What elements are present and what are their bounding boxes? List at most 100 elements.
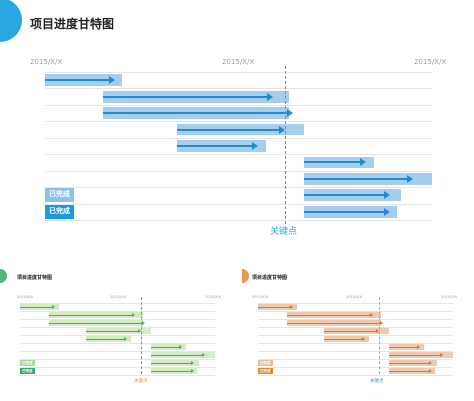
progress-arrow	[176, 142, 258, 150]
arrow-head-icon	[379, 321, 383, 325]
grid-line	[45, 121, 432, 123]
arrow-head-icon	[132, 313, 136, 317]
arrow-head-icon	[383, 191, 390, 200]
key-point-label: 关键点	[370, 379, 384, 384]
accent-circle	[0, 0, 22, 42]
slide-title: 项目进度甘特图	[252, 275, 288, 281]
grid-line	[20, 327, 215, 328]
slide-title: 项目进度甘特图	[17, 275, 53, 281]
progress-arrow	[103, 92, 274, 101]
legend-completed: 已完成	[258, 367, 273, 375]
grid-line	[258, 303, 453, 304]
arrow-head-icon	[190, 361, 194, 365]
date-label-middle: 2015/X/X	[346, 295, 363, 299]
grid-line	[45, 137, 432, 139]
date-label-right: 2015/X/X	[441, 295, 458, 299]
gantt-chart: 已完成 已完成	[258, 297, 453, 376]
progress-arrow	[324, 329, 379, 333]
grid-line	[45, 187, 432, 189]
accent-circle	[242, 269, 249, 283]
grid-line	[258, 351, 453, 352]
progress-arrow	[388, 369, 432, 373]
progress-arrow	[150, 361, 194, 365]
key-point-label: 关键点	[270, 227, 298, 237]
progress-arrow	[304, 158, 367, 167]
grid-line	[45, 104, 432, 106]
grid-line	[258, 327, 453, 328]
key-point-line	[284, 66, 286, 224]
grid-line	[20, 359, 215, 360]
legend-completed: 已完成	[45, 204, 74, 219]
arrow-head-icon	[52, 305, 56, 309]
progress-arrow	[176, 125, 286, 134]
grid-line	[45, 203, 432, 205]
arrow-head-icon	[383, 207, 390, 216]
progress-arrow	[150, 369, 194, 373]
progress-arrow	[287, 313, 374, 317]
progress-arrow	[304, 191, 390, 200]
progress-arrow	[103, 109, 293, 118]
grid-line	[45, 154, 432, 156]
legend-completed: 已完成	[258, 359, 273, 367]
arrow-head-icon	[124, 337, 128, 341]
arrow-head-icon	[416, 345, 420, 349]
arrow-head-icon	[370, 313, 374, 317]
grid-line	[20, 343, 215, 344]
key-point-line	[378, 297, 380, 374]
gantt-chart: 已完成 已完成	[20, 297, 215, 376]
legend-completed: 已完成	[20, 367, 35, 375]
grid-line	[258, 375, 453, 376]
arrow-head-icon	[141, 321, 145, 325]
arrow-head-icon	[251, 142, 258, 150]
progress-arrow	[388, 353, 444, 357]
progress-arrow	[388, 361, 432, 365]
date-label-left: 2015/X/X	[252, 295, 269, 299]
progress-arrow	[49, 321, 145, 325]
progress-arrow	[324, 337, 366, 341]
grid-line	[20, 367, 215, 368]
key-point-label: 关键点	[134, 379, 148, 384]
arrow-head-icon	[202, 353, 206, 357]
slide-thumbnail-green[interactable]: 项目进度甘特图 2015/X/X 2015/X/X 2015/X/X 已完成 已完…	[0, 268, 225, 398]
grid-line	[20, 335, 215, 336]
progress-arrow	[258, 305, 294, 309]
grid-line	[20, 319, 215, 320]
grid-line	[45, 88, 432, 90]
date-label-middle: 2015/X/X	[222, 58, 255, 66]
arrow-head-icon	[190, 369, 194, 373]
legend-completed: 已完成	[45, 188, 74, 203]
arrow-head-icon	[108, 76, 115, 85]
slide-title: 项目进度甘特图	[30, 17, 115, 31]
arrow-head-icon	[290, 305, 294, 309]
progress-arrow	[45, 76, 115, 85]
arrow-head-icon	[362, 337, 366, 341]
arrow-head-icon	[267, 92, 274, 101]
grid-line	[258, 343, 453, 344]
key-point-line	[140, 297, 142, 374]
progress-arrow	[304, 207, 390, 216]
progress-arrow	[287, 321, 383, 325]
grid-line	[45, 220, 432, 221]
arrow-head-icon	[279, 125, 286, 134]
progress-arrow	[49, 313, 136, 317]
arrow-head-icon	[406, 174, 413, 183]
arrow-head-icon	[178, 345, 182, 349]
arrow-head-icon	[428, 361, 432, 365]
arrow-head-icon	[428, 369, 432, 373]
slide-main: 项目进度甘特图 2015/X/X 2015/X/X 2015/X/X 已完成 已完…	[0, 0, 447, 237]
date-label-right: 2015/X/X	[205, 295, 222, 299]
grid-line	[45, 72, 432, 73]
legend-completed: 已完成	[20, 359, 35, 367]
grid-line	[258, 319, 453, 320]
progress-arrow	[388, 345, 420, 349]
date-label-left: 2015/X/X	[17, 295, 34, 299]
arrow-head-icon	[360, 158, 367, 167]
arrow-head-icon	[286, 109, 293, 118]
slide-thumbnail-orange[interactable]: 项目进度甘特图 2015/X/X 2015/X/X 2015/X/X 已完成 已完…	[242, 268, 466, 398]
progress-arrow	[150, 345, 182, 349]
progress-arrow	[20, 305, 56, 309]
grid-line	[20, 311, 215, 312]
date-label-middle: 2015/X/X	[110, 295, 127, 299]
progress-arrow	[86, 329, 141, 333]
progress-arrow	[86, 337, 128, 341]
